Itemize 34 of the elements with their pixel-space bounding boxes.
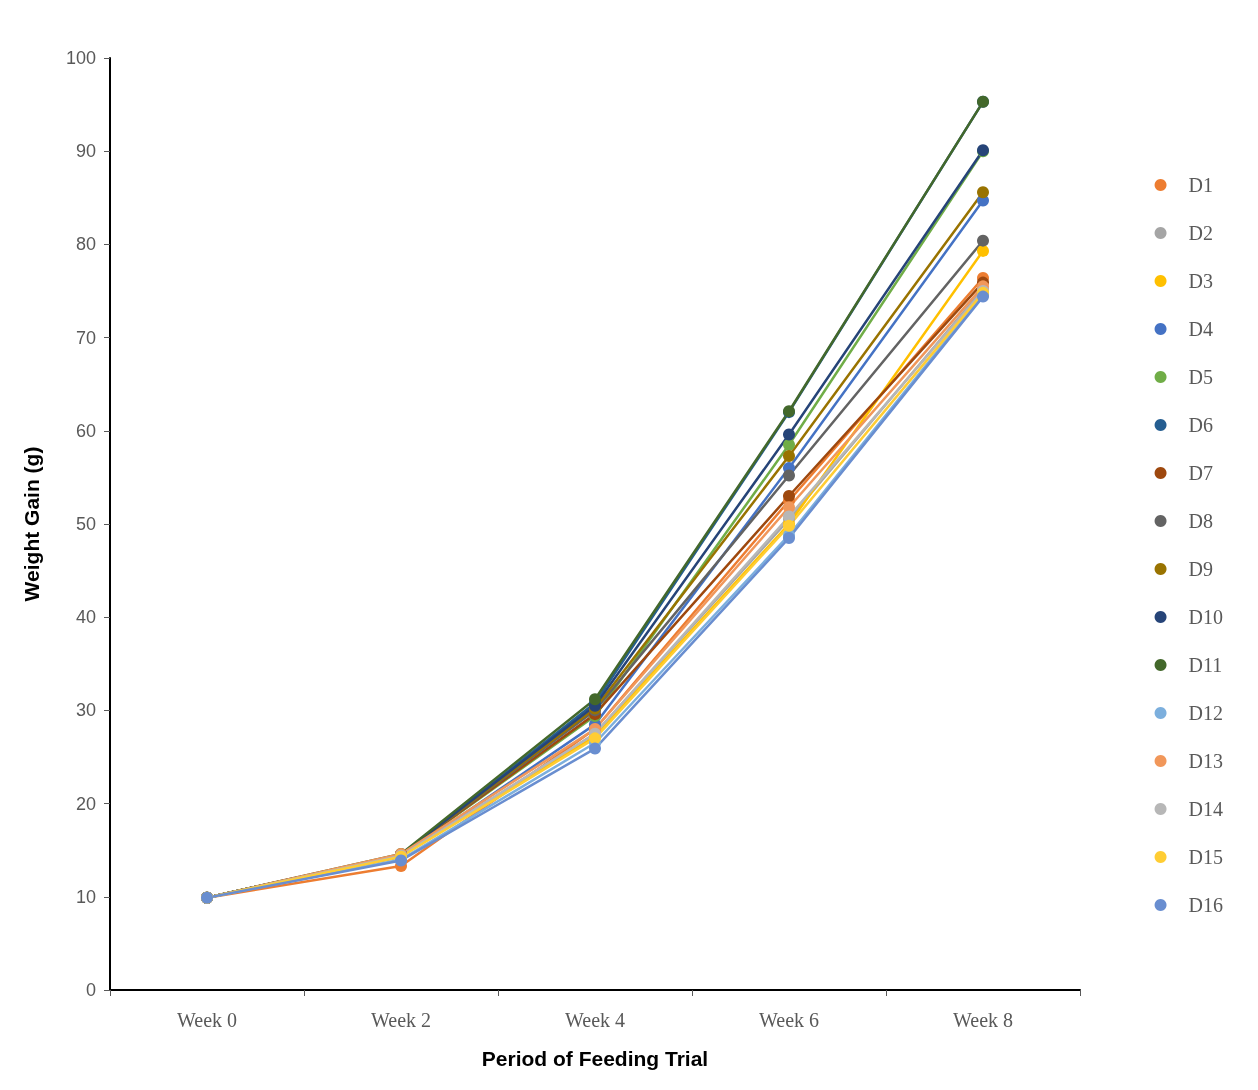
y-tick-label: 40 <box>75 607 96 628</box>
x-tick-label: Week 6 <box>758 1009 820 1031</box>
y-tick-label: 50 <box>75 514 96 534</box>
legend-label: D9 <box>1188 558 1214 580</box>
y-tick-label: 100 <box>65 48 96 68</box>
legend-label: D10 <box>1188 606 1224 628</box>
legend-label: D8 <box>1188 510 1214 532</box>
y-tick-label: 70 <box>75 327 96 348</box>
y-tick-label: 10 <box>75 886 96 907</box>
legend-label: D4 <box>1188 318 1214 340</box>
legend-label: D3 <box>1188 270 1214 292</box>
y-axis-title: Weight Gain (g) <box>20 446 43 602</box>
legend-label: D1 <box>1188 174 1214 196</box>
legend-label: D12 <box>1188 702 1224 724</box>
legend-label: D2 <box>1188 222 1214 244</box>
x-axis-title: Period of Feeding Trial <box>481 1047 709 1070</box>
y-tick-label: 20 <box>75 793 96 814</box>
y-tick-label: 60 <box>75 420 96 441</box>
y-tick-label: 80 <box>75 234 96 255</box>
y-tick-label: 0 <box>85 980 96 1000</box>
legend-label: D6 <box>1188 414 1214 436</box>
y-tick-label: 90 <box>75 141 96 162</box>
legend-label: D16 <box>1188 894 1224 916</box>
x-tick-label: Week 8 <box>952 1009 1014 1031</box>
legend-label: D14 <box>1188 798 1224 820</box>
y-tick-label: 30 <box>75 700 96 721</box>
legend-label: D7 <box>1188 462 1214 484</box>
legend-label: D11 <box>1188 654 1223 676</box>
legend-label: D15 <box>1188 846 1224 868</box>
x-tick-label: Week 0 <box>176 1009 238 1031</box>
legend-label: D5 <box>1188 366 1214 388</box>
x-tick-label: Week 2 <box>370 1009 432 1031</box>
x-tick-label: Week 4 <box>564 1009 626 1031</box>
legend-label: D13 <box>1188 750 1224 772</box>
